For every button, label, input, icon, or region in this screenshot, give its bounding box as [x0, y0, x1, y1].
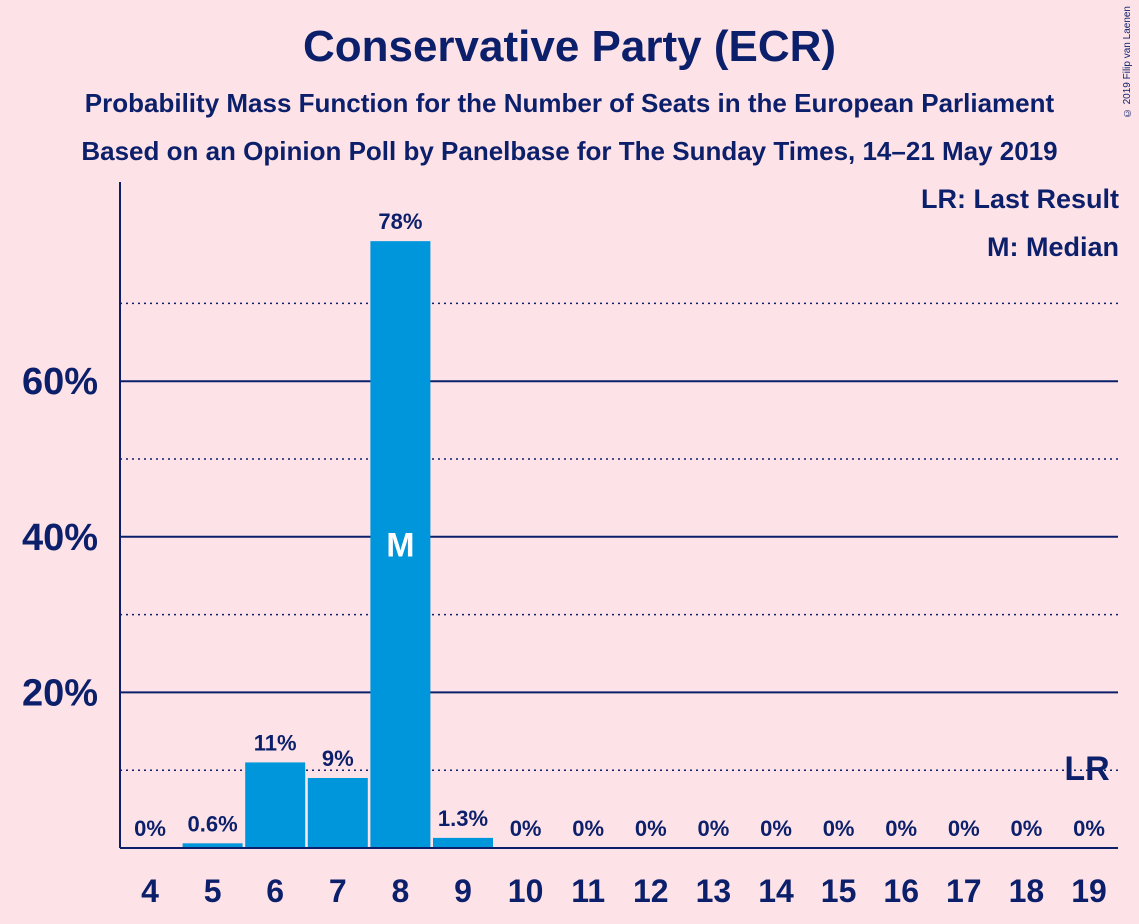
x-tick-label: 4	[141, 873, 159, 909]
legend-last-result: LR: Last Result	[920, 184, 1119, 214]
x-tick-label: 6	[266, 873, 284, 909]
x-tick-label: 18	[1009, 873, 1045, 909]
bar-value-label: 0%	[572, 816, 604, 841]
bar	[370, 241, 431, 848]
x-tick-label: 9	[454, 873, 472, 909]
bar-value-label: 0%	[1073, 816, 1105, 841]
legend-median: M: Median	[987, 232, 1119, 262]
bar-value-label: 11%	[254, 730, 297, 755]
x-tick-label: 11	[571, 873, 605, 909]
bar-value-label: 0%	[760, 816, 792, 841]
x-tick-label: 10	[508, 873, 544, 909]
y-tick-label: 40%	[22, 517, 98, 559]
x-tick-label: 12	[633, 873, 669, 909]
chart-subtitle-poll: Based on an Opinion Poll by Panelbase fo…	[81, 136, 1058, 166]
bar-value-label: 0%	[134, 816, 166, 841]
bar-value-label: 9%	[322, 746, 354, 771]
x-tick-label: 5	[204, 873, 222, 909]
bar	[307, 777, 368, 848]
bar-value-label: 0%	[510, 816, 542, 841]
bar-value-label: 0%	[635, 816, 667, 841]
bar-value-label: 1.3%	[438, 806, 488, 831]
x-tick-label: 19	[1071, 873, 1107, 909]
median-marker: M	[386, 527, 414, 565]
bar	[433, 837, 493, 848]
bar-value-label: 0%	[948, 816, 980, 841]
y-tick-label: 20%	[22, 672, 98, 714]
bar-value-label: 0%	[885, 816, 917, 841]
x-tick-label: 15	[821, 873, 857, 909]
x-tick-label: 8	[392, 873, 410, 909]
x-tick-label: 16	[883, 873, 919, 909]
x-tick-label: 13	[696, 873, 732, 909]
y-tick-label: 60%	[22, 361, 98, 403]
bar-value-label: 0%	[698, 816, 730, 841]
bar	[182, 843, 243, 848]
x-tick-label: 7	[329, 873, 347, 909]
chart-title: Conservative Party (ECR)	[302, 22, 837, 71]
last-result-marker: LR	[1064, 750, 1109, 788]
bar	[245, 762, 306, 848]
bar-value-label: 0%	[1011, 816, 1043, 841]
bar-value-label: 0.6%	[188, 811, 238, 836]
x-tick-label: 17	[946, 873, 982, 909]
x-tick-label: 14	[758, 873, 794, 909]
bar-value-label: 0%	[823, 816, 855, 841]
chart-subtitle-pmf: Probability Mass Function for the Number…	[84, 88, 1055, 118]
bar-value-label: 78%	[378, 209, 422, 234]
